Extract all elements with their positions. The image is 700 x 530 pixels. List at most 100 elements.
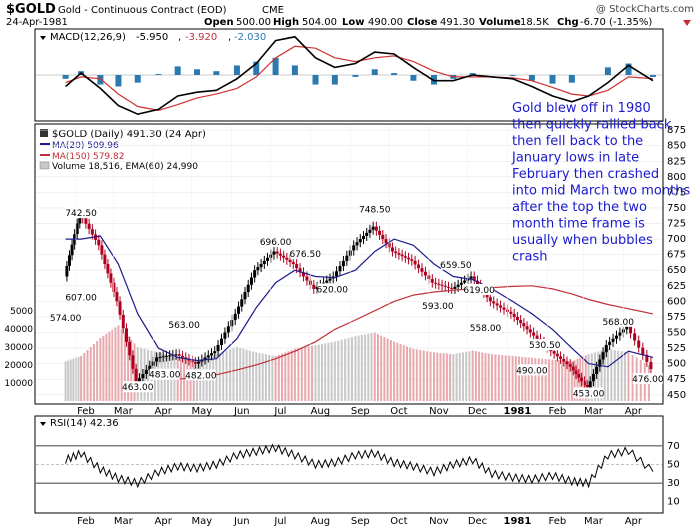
price-annotation-label: 742.50 bbox=[65, 209, 97, 219]
volume-bar bbox=[436, 352, 439, 401]
price-x-tick-label: 1981 bbox=[504, 406, 532, 417]
volume-bar bbox=[264, 354, 267, 401]
price-candle-body bbox=[374, 226, 378, 231]
price-tick-label: 550 bbox=[667, 328, 686, 339]
price-candle-body bbox=[315, 286, 319, 289]
price-annotation-label: 607.00 bbox=[65, 294, 97, 304]
rsi-x-tick-label: Feb bbox=[77, 516, 95, 527]
ma150-line bbox=[177, 285, 654, 380]
price-candle-body bbox=[115, 292, 119, 302]
volume-bar bbox=[452, 354, 455, 401]
price-annotation-label: 482.00 bbox=[185, 371, 217, 381]
price-candle-body bbox=[124, 328, 128, 342]
price-candle-body bbox=[174, 354, 178, 356]
volume-bar bbox=[258, 353, 261, 401]
price-x-tick-label: Aug bbox=[311, 406, 331, 417]
macd-value: -5.950 bbox=[136, 32, 168, 43]
price-candle-body bbox=[259, 264, 263, 268]
volume-bar bbox=[354, 336, 357, 401]
volume-bar bbox=[196, 361, 199, 401]
macd-label: MACD(12,26,9) bbox=[50, 32, 126, 43]
price-tick-label: 875 bbox=[667, 125, 686, 136]
price-candle-body bbox=[443, 285, 447, 287]
volume-bar bbox=[468, 351, 471, 401]
price-candle-body bbox=[345, 255, 349, 261]
price-candle-body bbox=[625, 326, 629, 330]
volume-bar bbox=[105, 333, 108, 401]
price-candle-body bbox=[437, 283, 441, 285]
legend-candle-icon bbox=[40, 129, 48, 137]
price-candle-body bbox=[84, 218, 88, 224]
volume-bar bbox=[117, 325, 120, 401]
open-value: 500.00 bbox=[236, 17, 271, 28]
price-candle-body bbox=[637, 340, 641, 348]
volume-bar bbox=[268, 354, 271, 401]
price-candle-body bbox=[141, 374, 145, 379]
volume-bar bbox=[229, 349, 232, 401]
price-tick-label: 800 bbox=[667, 172, 686, 183]
price-annotations: 574.00 742.50 607.00 563.00 483.00 463.00 482.… bbox=[50, 203, 664, 399]
price-candle-body bbox=[645, 354, 649, 362]
volume-bar bbox=[370, 333, 373, 401]
price-candle-body bbox=[256, 267, 260, 271]
price-candle-body bbox=[243, 292, 247, 300]
close-value: 491.30 bbox=[440, 17, 475, 28]
price-tick-label: 750 bbox=[667, 203, 686, 214]
price-candle-body bbox=[181, 355, 185, 358]
volume-bar bbox=[442, 353, 445, 401]
price-candle-body bbox=[237, 306, 241, 314]
price-candle-body bbox=[190, 360, 194, 363]
volume-bar bbox=[521, 356, 524, 401]
price-annotation-bg bbox=[573, 387, 604, 399]
price-candle-body bbox=[341, 260, 345, 267]
price-candle-body bbox=[403, 256, 407, 258]
volume-bar bbox=[300, 347, 303, 401]
rsi-x-tick-label: Mar bbox=[114, 516, 134, 527]
price-candle-body bbox=[571, 366, 575, 371]
price-tick-label: 675 bbox=[667, 250, 686, 261]
price-candle-body bbox=[559, 356, 563, 359]
ma20-line bbox=[65, 235, 654, 368]
price-annotation-bg bbox=[185, 369, 216, 381]
price-annotation-bg bbox=[260, 236, 291, 248]
volume-bar bbox=[311, 345, 314, 401]
price-annotation-label: 558.00 bbox=[470, 324, 502, 334]
price-candle-body bbox=[528, 329, 532, 333]
price-annotation-bg bbox=[603, 315, 634, 327]
volume-bar bbox=[111, 329, 114, 401]
price-annotation-label: 620.00 bbox=[317, 285, 349, 295]
macd-hist-bar bbox=[549, 75, 556, 84]
price-candle-body bbox=[97, 239, 101, 246]
macd-hist-bar bbox=[604, 67, 611, 75]
volume-bar bbox=[405, 346, 408, 401]
price-annotation-bg bbox=[422, 300, 453, 312]
volume-bar bbox=[120, 329, 123, 401]
volume-bar bbox=[133, 343, 136, 401]
price-candle-body bbox=[262, 260, 266, 264]
volume-bar bbox=[396, 342, 399, 401]
volume-bar bbox=[541, 358, 544, 401]
price-candle-body bbox=[312, 284, 316, 289]
price-candle-body bbox=[459, 282, 463, 285]
rsi-x-tick-label: Sep bbox=[351, 516, 370, 527]
chg-value: -6.70 (-1.35%) bbox=[580, 17, 652, 28]
rsi-x-tick-label: Aug bbox=[311, 516, 331, 527]
macd-hist-bar bbox=[568, 75, 575, 83]
price-candle-body bbox=[611, 338, 615, 342]
hist-value: -2.030 bbox=[234, 32, 266, 43]
low-value: 490.00 bbox=[368, 17, 403, 28]
volume-bar bbox=[232, 348, 235, 401]
volume-bar bbox=[373, 332, 376, 401]
low-label: Low bbox=[342, 17, 364, 28]
price-candle-body bbox=[203, 357, 207, 360]
volume-tick-label: 10000 bbox=[4, 379, 33, 389]
price-candle-body bbox=[420, 268, 424, 272]
price-candle-body bbox=[394, 251, 398, 254]
price-x-tick-label: Feb bbox=[549, 406, 567, 417]
price-candle-body bbox=[568, 364, 572, 367]
price-candle-body bbox=[629, 326, 633, 334]
macd-hist-bar bbox=[62, 75, 69, 79]
volume-bar bbox=[360, 335, 363, 401]
price-candle-body bbox=[226, 326, 230, 333]
